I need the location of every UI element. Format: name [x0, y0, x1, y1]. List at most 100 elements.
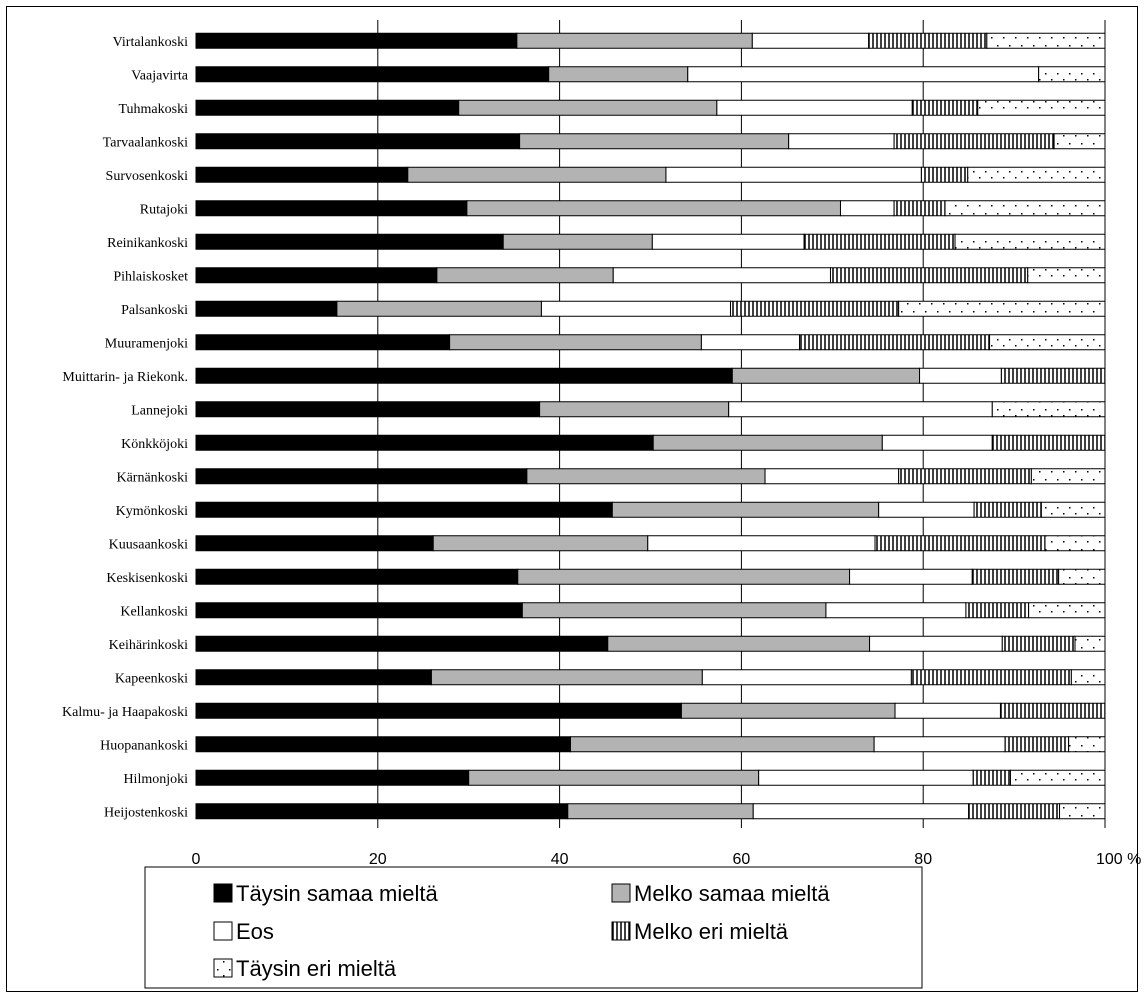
bar-segment	[898, 300, 1106, 317]
bar-segment	[751, 32, 870, 49]
bar-segment	[607, 635, 871, 652]
bar-segment	[195, 166, 409, 183]
bar-segment	[920, 166, 969, 183]
x-tick-label: 80	[914, 851, 932, 868]
category-label: Keihärinkoski	[109, 638, 188, 653]
legend-swatch	[611, 883, 631, 903]
bar-segment	[195, 401, 541, 418]
bar-segment	[1030, 468, 1106, 485]
legend-box	[144, 866, 923, 989]
legend: Täysin samaa mieltä Melko samaa mieltä Eos…	[144, 866, 923, 989]
bar-segment	[989, 334, 1106, 351]
legend-label: Eos	[236, 919, 274, 944]
bar-segment	[517, 568, 851, 585]
bar-segment	[570, 736, 875, 753]
bar-segment	[195, 803, 569, 820]
bar-segment	[788, 133, 895, 150]
category-label: Rutajoki	[140, 202, 188, 217]
bar-segment	[687, 66, 1040, 83]
bar-segment	[516, 32, 753, 49]
bar-segment	[919, 367, 1002, 384]
bar-segment	[991, 401, 1106, 418]
category-label: Tuhmakoski	[118, 102, 188, 117]
legend-label: Täysin eri mieltä	[236, 956, 397, 981]
bar-segment	[195, 769, 470, 786]
bar-segment	[195, 334, 451, 351]
bar-segment	[195, 602, 523, 619]
category-label: Vaajavirta	[131, 68, 189, 83]
category-label: Kuusaankoski	[109, 537, 188, 552]
bar-segment	[1053, 133, 1106, 150]
bar-segment	[1058, 568, 1106, 585]
bar-segment	[829, 267, 1029, 284]
bar-segment	[611, 501, 880, 518]
bar-segment	[910, 669, 1072, 686]
bar-segment	[799, 334, 991, 351]
category-label: Hilmonjoki	[123, 772, 188, 787]
bars	[195, 32, 1106, 820]
category-label: Lannejoki	[131, 403, 188, 418]
bar-segment	[803, 233, 956, 250]
bar-segment	[521, 602, 827, 619]
category-label: Kymönkoski	[116, 504, 188, 519]
bar-segment	[195, 501, 613, 518]
bar-segment	[466, 200, 841, 217]
bar-segment	[977, 99, 1106, 116]
bar-segment	[195, 736, 572, 753]
legend-swatch	[213, 883, 233, 903]
bar-segment	[894, 702, 1001, 719]
bar-segment	[567, 803, 754, 820]
category-label: Survosenkoski	[106, 169, 189, 184]
category-label: Reinikankoski	[107, 236, 188, 251]
legend-swatch	[213, 921, 233, 941]
bar-segment	[972, 769, 1011, 786]
x-tick-label: 60	[733, 851, 751, 868]
bar-segment	[728, 401, 993, 418]
bar-segment	[195, 99, 460, 116]
bar-segment	[954, 233, 1106, 250]
bar-segment	[729, 300, 900, 317]
bar-segment	[971, 568, 1060, 585]
bar-segment	[195, 300, 338, 317]
bar-segment	[701, 669, 912, 686]
bar-segment	[195, 233, 504, 250]
category-label: Könkköjoki	[121, 437, 188, 452]
bar-segment	[407, 166, 667, 183]
category-label: Virtalankoski	[113, 35, 188, 50]
bar-segment	[336, 300, 542, 317]
legend-swatch	[213, 958, 233, 978]
x-tick-label: 0	[192, 851, 201, 868]
bar-segment	[893, 133, 1055, 150]
x-tick-label: 40	[551, 851, 569, 868]
category-label: Heijostenkoski	[104, 805, 188, 820]
bar-segment	[195, 468, 528, 485]
bar-segment	[519, 133, 790, 150]
bar-segment	[849, 568, 973, 585]
bar-segment	[195, 702, 682, 719]
category-label: Kärnänkoski	[116, 470, 188, 485]
gridlines	[377, 20, 1106, 828]
bar-segment	[991, 434, 1106, 451]
bar-segment	[878, 501, 975, 518]
bar-segment	[700, 334, 801, 351]
bar-segment	[526, 468, 766, 485]
bar-segment	[502, 233, 653, 250]
bar-segment	[752, 803, 970, 820]
bar-segment	[1044, 535, 1106, 552]
legend-swatch	[611, 921, 631, 941]
bar-segment	[195, 367, 733, 384]
bar-segment	[911, 99, 979, 116]
x-axis: 0 20 40 60 80 100 %	[192, 851, 1142, 868]
bar-segment	[716, 99, 913, 116]
bar-segment	[195, 200, 468, 217]
bar-segment	[432, 535, 649, 552]
bar-segment	[731, 367, 921, 384]
bar-segment	[973, 501, 1042, 518]
bar-segment	[944, 200, 1106, 217]
bar-segment	[874, 535, 1046, 552]
bar-segment	[968, 803, 1061, 820]
bar-segment	[1059, 803, 1106, 820]
bar-segment	[1028, 602, 1106, 619]
legend-label: Melko samaa mieltä	[634, 881, 830, 906]
